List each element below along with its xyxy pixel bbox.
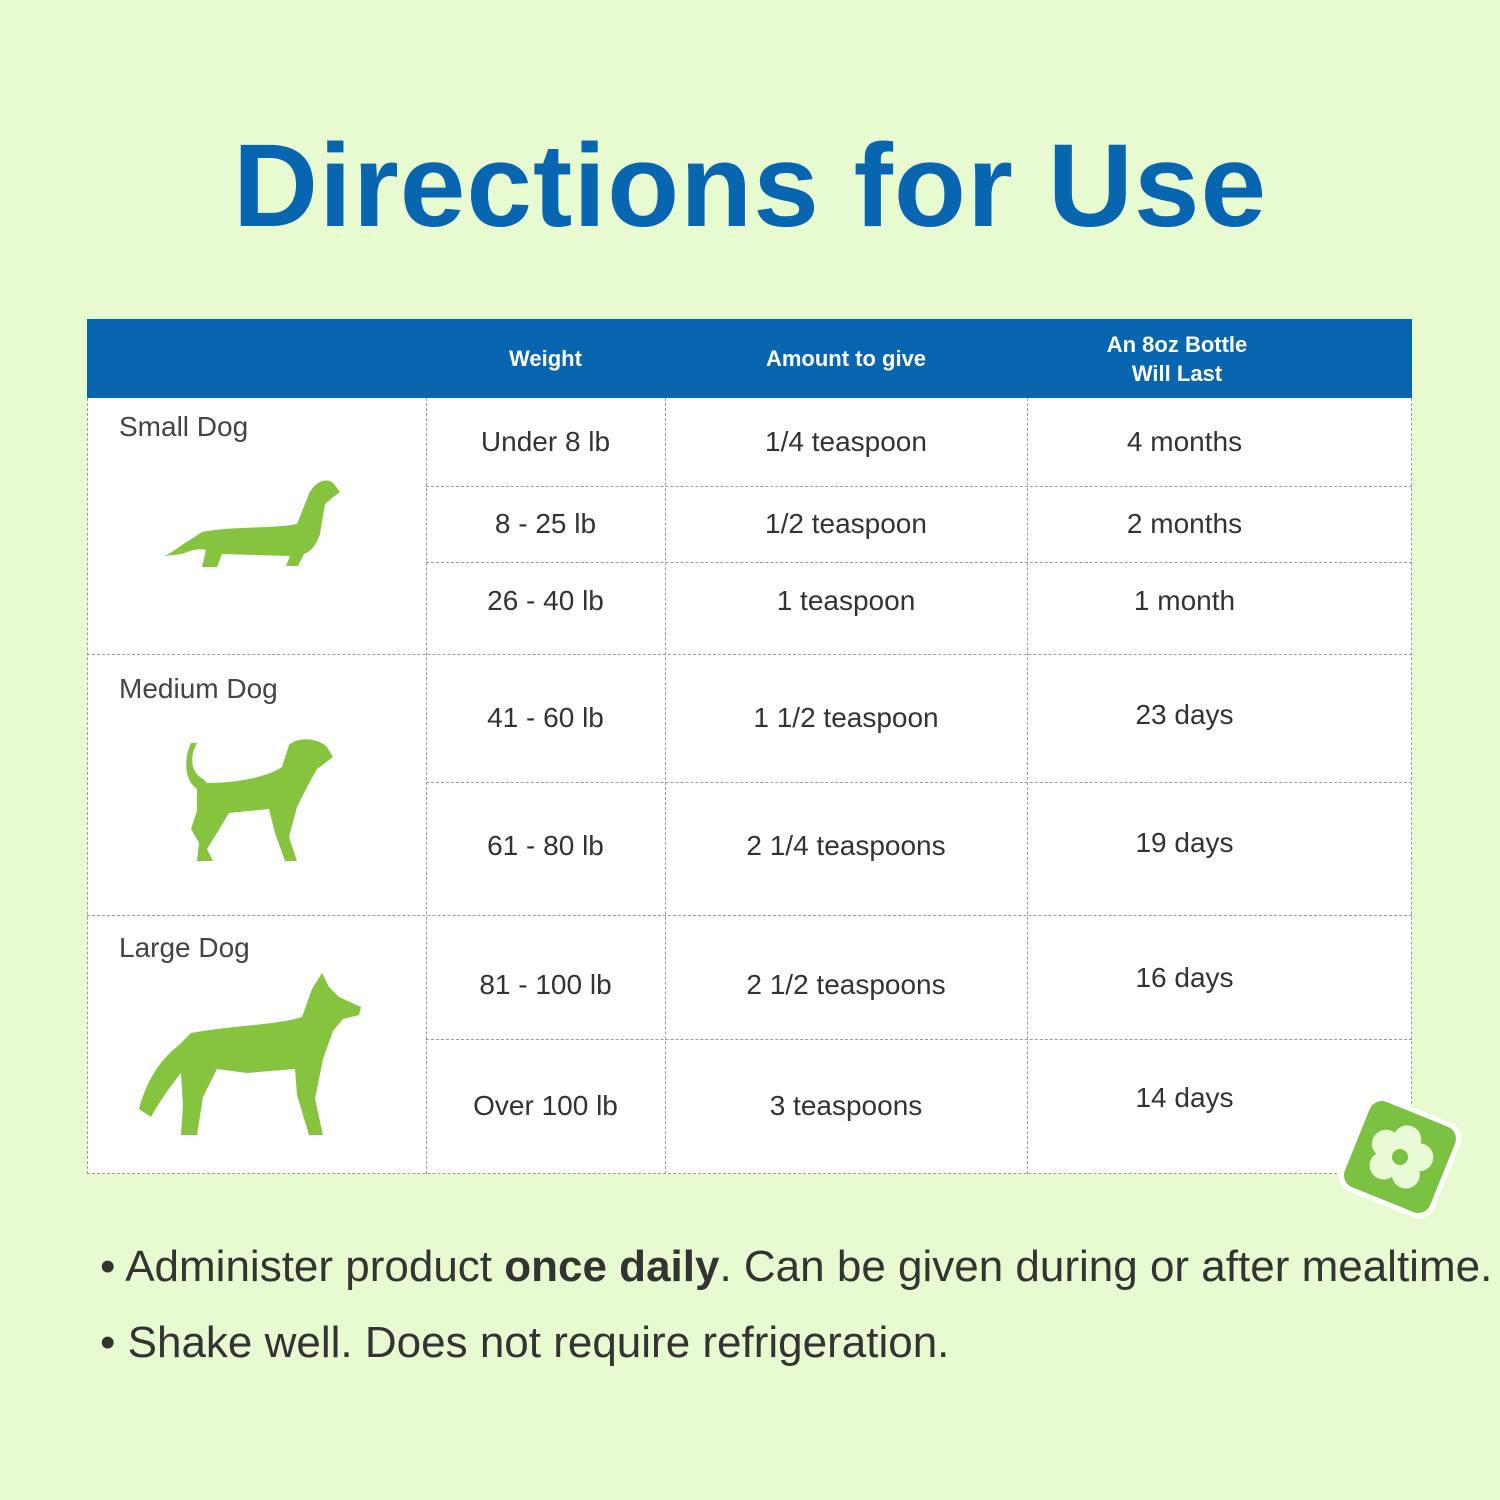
cell-lasts: 14 days (1135, 1082, 1234, 1113)
cell-amount: 2 1/2 teaspoons (746, 969, 946, 1000)
group-label-large: Large Dog (119, 932, 250, 963)
cell-lasts: 23 days (1135, 699, 1234, 730)
cell-weight: Over 100 lb (473, 1090, 618, 1121)
note-text: . Can be given during or after mealtime. (719, 1242, 1493, 1291)
cell-weight: 61 - 80 lb (487, 830, 604, 861)
dosage-table: Weight Amount to give An 8oz Bottle Will… (87, 319, 1412, 1174)
note-bold: once daily (504, 1242, 720, 1291)
cell-lasts: 19 days (1135, 827, 1234, 858)
cell-amount: 1/4 teaspoon (765, 426, 927, 457)
header-bottle-lasts: An 8oz Bottle Will Last (1027, 319, 1327, 398)
cell-amount: 1/2 teaspoon (765, 508, 927, 539)
cell-weight: 26 - 40 lb (487, 585, 604, 616)
cell-lasts: 2 months (1126, 508, 1243, 539)
header-weight: Weight (509, 346, 582, 371)
cell-lasts: 1 month (1133, 585, 1236, 616)
dachshund-icon (164, 480, 340, 567)
cell-amount: 1 1/2 teaspoon (753, 702, 939, 733)
table-header: Weight Amount to give An 8oz Bottle Will… (87, 319, 1412, 398)
bullet: • (100, 1318, 128, 1367)
note-text: Administer product (125, 1242, 505, 1291)
group-label-small: Small Dog (119, 411, 249, 442)
header-amount: Amount to give (765, 346, 927, 371)
cell-weight: Under 8 lb (480, 426, 611, 457)
cell-weight: 81 - 100 lb (479, 969, 612, 1000)
group-label-medium: Medium Dog (119, 673, 278, 704)
page-title: Directions for Use (232, 120, 1268, 252)
cell-amount: 1 teaspoon (776, 585, 916, 616)
cell-weight: 8 - 25 lb (494, 508, 597, 539)
cell-weight: 41 - 60 lb (487, 702, 604, 733)
cell-amount: 2 1/4 teaspoons (746, 830, 946, 861)
beagle-icon (186, 739, 333, 861)
husky-icon (139, 973, 361, 1135)
cell-lasts: 16 days (1135, 962, 1234, 993)
bullet: • (100, 1242, 126, 1291)
note-daily: • Administer product once daily. Can be … (100, 1242, 1492, 1292)
cell-amount: 3 teaspoons (769, 1090, 923, 1121)
flower-icon (1338, 1095, 1462, 1219)
header-bottle-line1: An 8oz Bottle (1106, 331, 1248, 357)
cell-lasts: 4 months (1126, 426, 1243, 457)
note-text: Shake well. Does not require refrigerati… (127, 1318, 950, 1367)
header-bottle-line2: Will Last (1131, 360, 1223, 386)
note-shake: • Shake well. Does not require refrigera… (100, 1318, 949, 1368)
